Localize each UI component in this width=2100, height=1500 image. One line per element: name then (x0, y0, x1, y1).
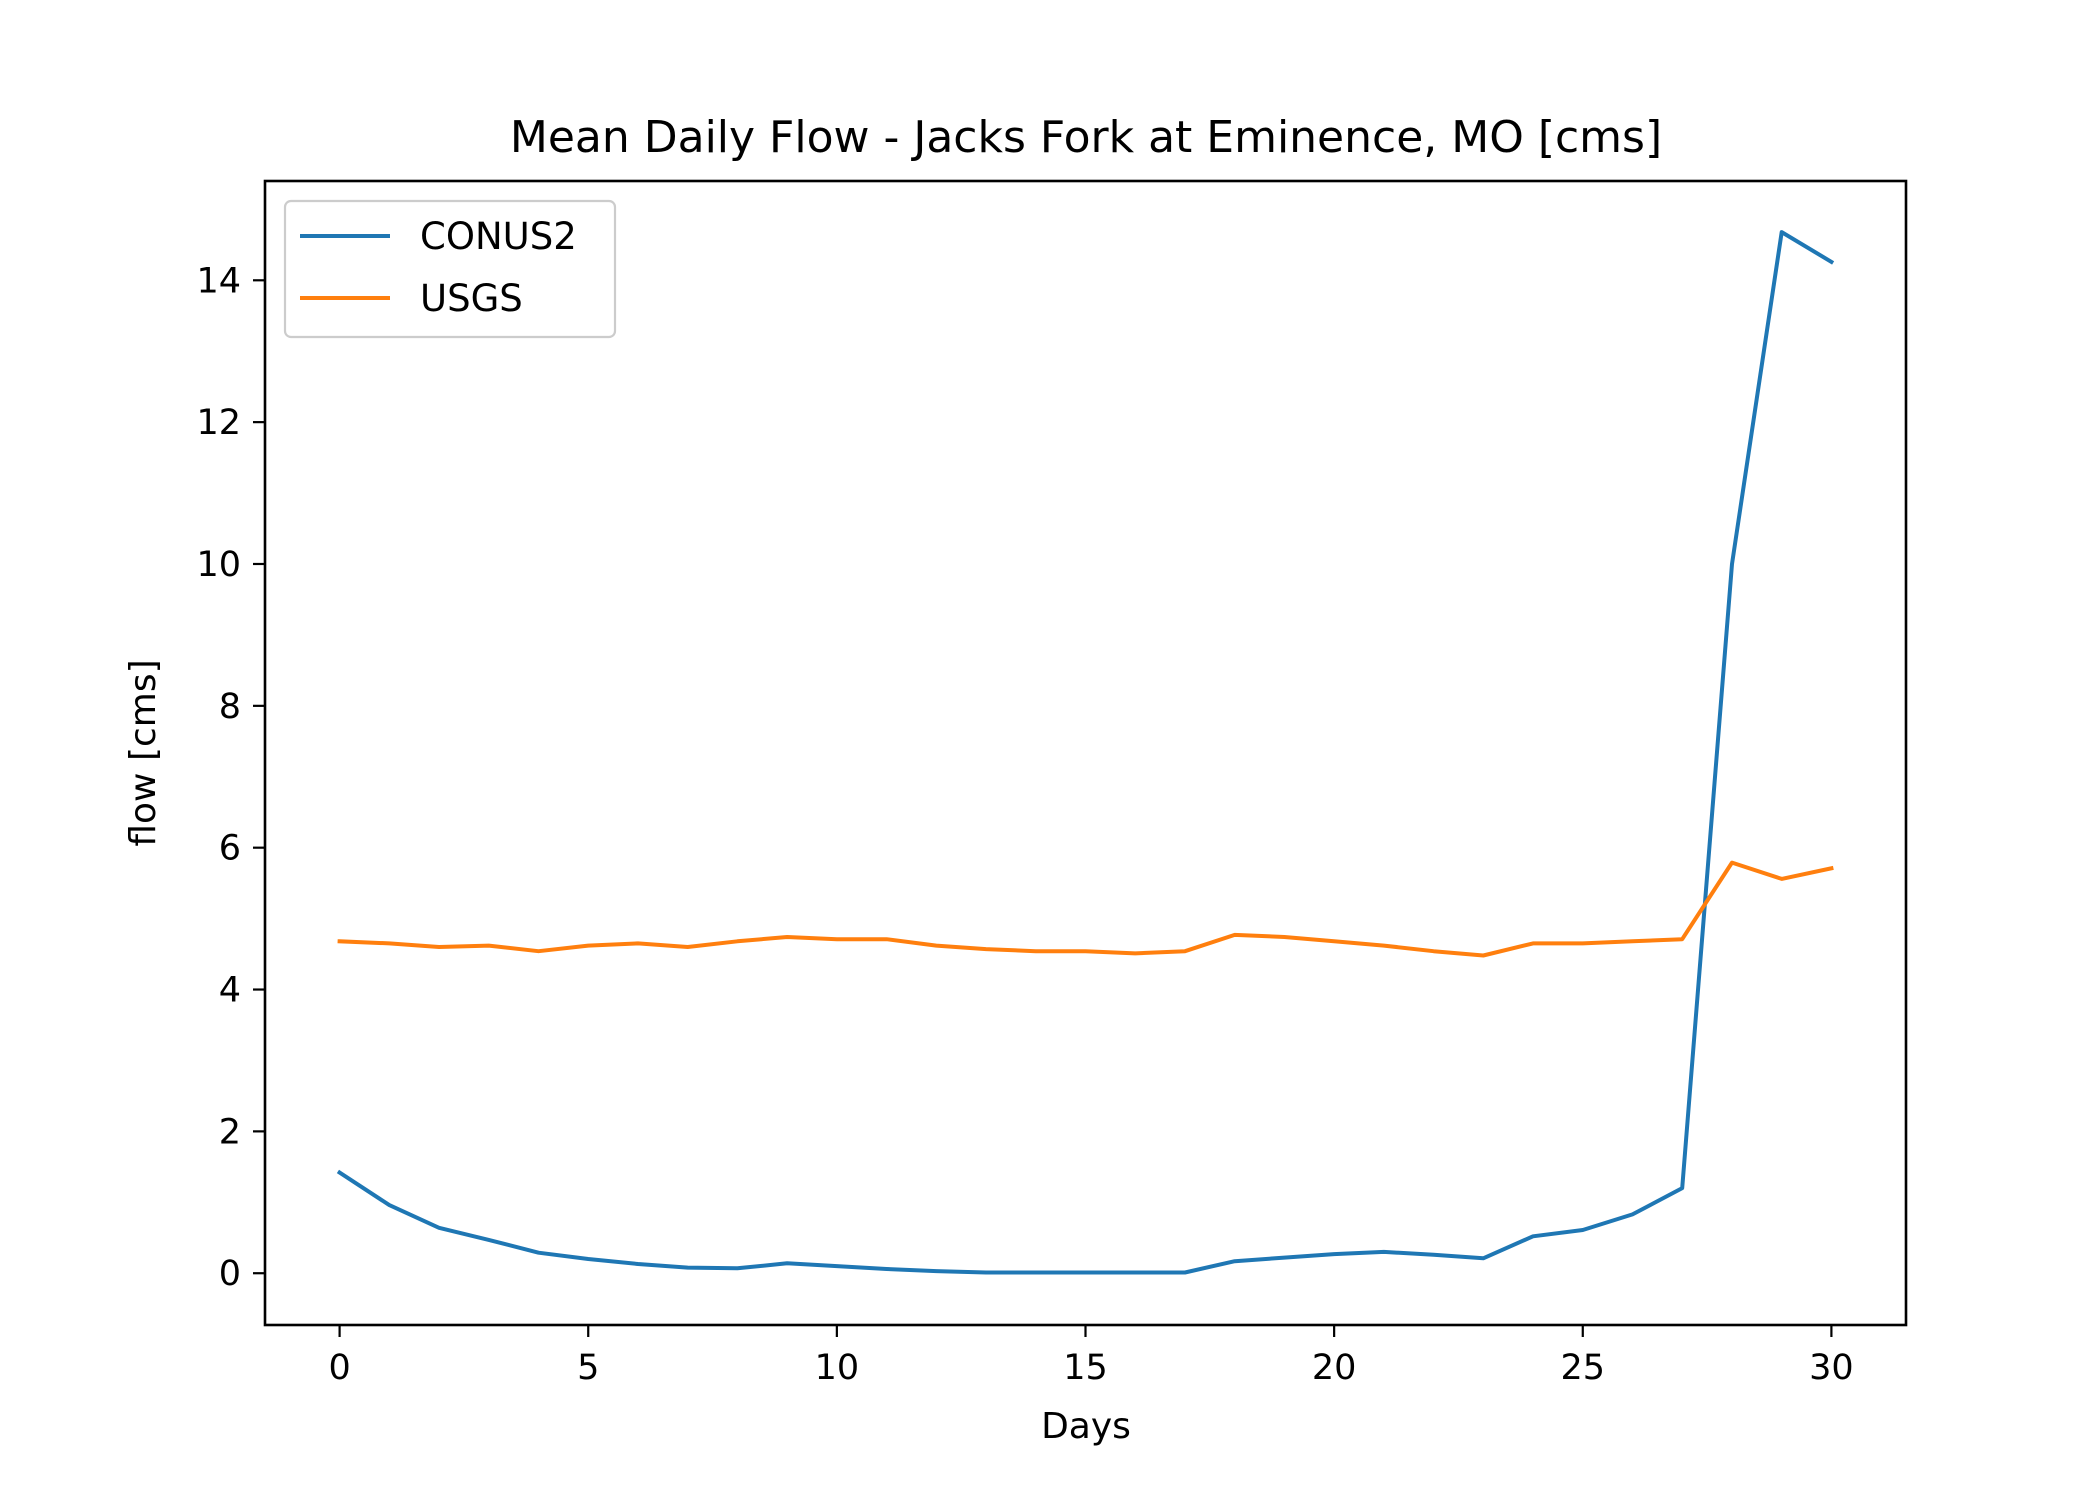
legend: CONUS2 USGS (283, 199, 617, 339)
legend-label-usgs: USGS (420, 277, 523, 320)
y-tick-label: 10 (196, 545, 241, 585)
x-tick-label: 10 (815, 1348, 860, 1388)
y-tick-label: 6 (219, 829, 241, 869)
y-tick-label: 8 (219, 687, 241, 727)
y-tick-label: 4 (219, 971, 241, 1011)
x-axis-label: Days (1041, 1406, 1131, 1447)
x-tick-label: 20 (1312, 1348, 1357, 1388)
y-tick-label: 0 (219, 1254, 241, 1294)
y-tick-label: 2 (219, 1112, 241, 1152)
y-axis-ticks: 0 2 4 6 8 10 12 14 (196, 261, 265, 1294)
x-tick-label: 30 (1809, 1348, 1854, 1388)
x-tick-label: 25 (1560, 1348, 1605, 1388)
x-tick-label: 5 (577, 1348, 599, 1388)
x-tick-label: 0 (328, 1348, 350, 1388)
series-line-usgs (337, 860, 1834, 958)
y-tick-label: 14 (196, 261, 241, 301)
chart-title: Mean Daily Flow - Jacks Fork at Eminence… (510, 112, 1662, 163)
x-axis-ticks: 0 5 10 15 20 25 30 (328, 1325, 1854, 1388)
legend-label-conus2: CONUS2 (420, 215, 577, 258)
x-tick-label: 15 (1063, 1348, 1108, 1388)
y-axis-label: flow [cms] (123, 659, 164, 846)
series-line-conus2 (336, 230, 1835, 1275)
series-layer (336, 230, 1835, 1275)
y-tick-label: 12 (196, 403, 241, 443)
